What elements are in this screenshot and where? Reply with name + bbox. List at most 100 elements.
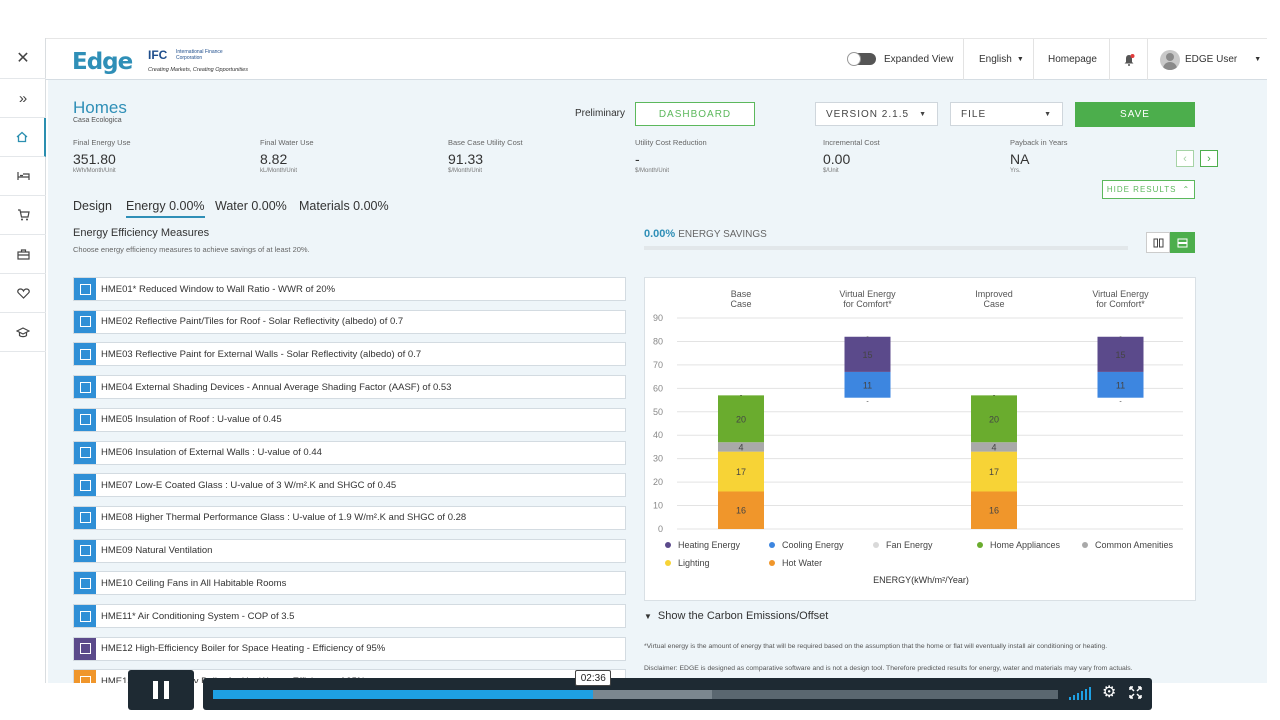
hide-results-button[interactable]: HIDE RESULTS ⌃ xyxy=(1102,180,1195,199)
measure-checkbox[interactable] xyxy=(74,539,96,562)
video-top-band xyxy=(0,0,1280,38)
measure-checkbox[interactable] xyxy=(74,310,96,333)
save-button[interactable]: SAVE xyxy=(1075,102,1195,127)
measure-checkbox[interactable] xyxy=(74,670,96,683)
measure-row[interactable]: HME12 High-Efficiency Boiler for Space H… xyxy=(73,636,626,661)
measure-row[interactable]: HME05 Insulation of Roof : U-value of 0.… xyxy=(73,407,626,432)
chevron-down-icon: ▼ xyxy=(1254,56,1262,63)
category-label: Case xyxy=(730,299,751,309)
bar-segment xyxy=(844,371,891,398)
briefcase-icon[interactable] xyxy=(0,235,46,274)
measure-checkbox[interactable] xyxy=(74,605,96,627)
legend-label: Home Appliances xyxy=(990,540,1061,550)
bar-top-dash: - xyxy=(1119,334,1122,341)
measure-checkbox[interactable] xyxy=(74,637,96,660)
settings-gear-icon[interactable]: ⚙ xyxy=(1102,684,1117,701)
checkbox-square-icon xyxy=(79,545,91,557)
file-select[interactable]: FILE ▼ xyxy=(950,102,1063,126)
measure-checkbox[interactable] xyxy=(74,474,96,497)
expand-icon[interactable]: » xyxy=(0,79,46,118)
measure-row[interactable]: HME06 Insulation of External Walls : U-v… xyxy=(73,440,626,465)
checkbox-square-icon xyxy=(79,675,91,683)
legend-label: Lighting xyxy=(678,558,710,568)
measure-label: HME09 Natural Ventilation xyxy=(101,545,213,557)
next-arrow-icon[interactable]: › xyxy=(1200,150,1218,167)
checkbox-square-icon xyxy=(79,447,91,458)
bar-segment xyxy=(718,451,764,492)
dashboard-button[interactable]: DASHBOARD xyxy=(635,102,755,126)
disclaimer: Disclaimer: EDGE is designed as comparat… xyxy=(644,665,1133,672)
legend-item[interactable]: Lighting xyxy=(665,558,710,568)
tab-water[interactable]: Water 0.00% xyxy=(215,199,287,213)
carbon-toggle[interactable]: ▼ Show the Carbon Emissions/Offset xyxy=(644,610,829,622)
legend-item[interactable]: Cooling Energy xyxy=(769,540,844,550)
measure-checkbox[interactable] xyxy=(74,441,96,464)
energy-chart-card: 0 10 20 30 40 50 60 70 80 90 Base Case 16 17 4 20- Virtu… xyxy=(644,277,1196,601)
legend-dot-icon xyxy=(1082,542,1088,548)
bar-segment xyxy=(971,442,1017,452)
checkbox-square-icon xyxy=(79,610,91,622)
heart-icon[interactable] xyxy=(0,274,46,313)
version-select[interactable]: VERSION 2.1.5 ▼ xyxy=(815,102,938,126)
legend-label: Common Amenities xyxy=(1095,540,1174,550)
close-icon[interactable]: ✕ xyxy=(0,38,46,79)
fullscreen-icon[interactable] xyxy=(1129,686,1142,704)
cart-icon[interactable] xyxy=(0,196,46,235)
legend-item[interactable]: Heating Energy xyxy=(665,540,740,550)
seek-track[interactable] xyxy=(213,690,1058,699)
measure-label: HME10 Ceiling Fans in All Habitable Room… xyxy=(101,577,287,589)
chevron-up-icon: ⌃ xyxy=(1182,185,1191,194)
measure-row[interactable]: HME01* Reduced Window to Wall Ratio - WW… xyxy=(73,277,626,301)
checkbox-square-icon xyxy=(79,414,91,426)
tab-energy[interactable]: Energy 0.00% xyxy=(126,199,205,218)
bar-value-label: 20 xyxy=(736,414,746,424)
measure-row[interactable]: HME10 Ceiling Fans in All Habitable Room… xyxy=(73,571,626,596)
column-view-icon[interactable] xyxy=(1146,232,1170,253)
measure-checkbox[interactable] xyxy=(74,343,96,366)
checkbox-square-icon xyxy=(79,348,91,360)
notification-bell-icon[interactable] xyxy=(1109,39,1147,80)
measure-row[interactable]: HME03 Reflective Paint for External Wall… xyxy=(73,342,626,367)
bar-segment xyxy=(1097,336,1144,372)
measure-row[interactable]: HME09 Natural Ventilation xyxy=(73,538,626,563)
legend-item[interactable]: Common Amenities xyxy=(1082,540,1173,550)
ifc-logo: IFC International Finance Corporation Cr… xyxy=(148,48,248,73)
measure-checkbox[interactable] xyxy=(74,572,96,595)
legend-item[interactable]: Fan Energy xyxy=(873,540,933,550)
bar-segment xyxy=(718,395,764,443)
checkbox-square-icon xyxy=(79,643,91,655)
bar-segment xyxy=(971,491,1017,529)
legend-dot-icon xyxy=(665,560,671,566)
measures-hint: Choose energy efficiency measures to ach… xyxy=(73,245,310,254)
measure-checkbox[interactable] xyxy=(74,278,96,300)
prev-arrow-icon[interactable]: ‹ xyxy=(1176,150,1194,167)
legend-item[interactable]: Home Appliances xyxy=(977,540,1060,550)
bar-value-label: 20 xyxy=(989,414,999,424)
bed-icon[interactable] xyxy=(0,157,46,196)
row-view-icon[interactable] xyxy=(1170,232,1195,253)
home-icon[interactable] xyxy=(0,118,46,157)
language-select[interactable]: English ▼ xyxy=(963,39,1033,80)
graduation-cap-icon[interactable] xyxy=(0,313,46,352)
user-menu[interactable]: EDGE User ▼ xyxy=(1147,39,1267,80)
measure-row[interactable]: HME07 Low-E Coated Glass : U-value of 3 … xyxy=(73,473,626,498)
volume-icon[interactable] xyxy=(1068,687,1094,701)
measure-checkbox[interactable] xyxy=(74,506,96,529)
measure-row[interactable]: HME04 External Shading Devices - Annual … xyxy=(73,375,626,400)
measure-row[interactable]: HME11* Air Conditioning System - COP of … xyxy=(73,604,626,628)
pause-button[interactable] xyxy=(128,670,194,710)
measure-row[interactable]: HME08 Higher Thermal Performance Glass :… xyxy=(73,505,626,530)
expanded-view-toggle[interactable] xyxy=(847,52,876,66)
homepage-link[interactable]: Homepage xyxy=(1033,39,1109,80)
measure-checkbox[interactable] xyxy=(74,376,96,399)
y-tick-label: 70 xyxy=(653,360,663,370)
legend-item[interactable]: Hot Water xyxy=(769,558,822,568)
edge-logo[interactable]: Edge xyxy=(72,49,133,75)
measure-row[interactable]: HME02 Reflective Paint/Tiles for Roof - … xyxy=(73,309,626,334)
y-tick-label: 40 xyxy=(653,430,663,440)
tab-materials[interactable]: Materials 0.00% xyxy=(299,199,389,213)
legend-label: Fan Energy xyxy=(886,540,933,550)
legend-dot-icon xyxy=(665,542,671,548)
tab-design[interactable]: Design xyxy=(73,199,112,213)
measure-checkbox[interactable] xyxy=(74,408,96,431)
